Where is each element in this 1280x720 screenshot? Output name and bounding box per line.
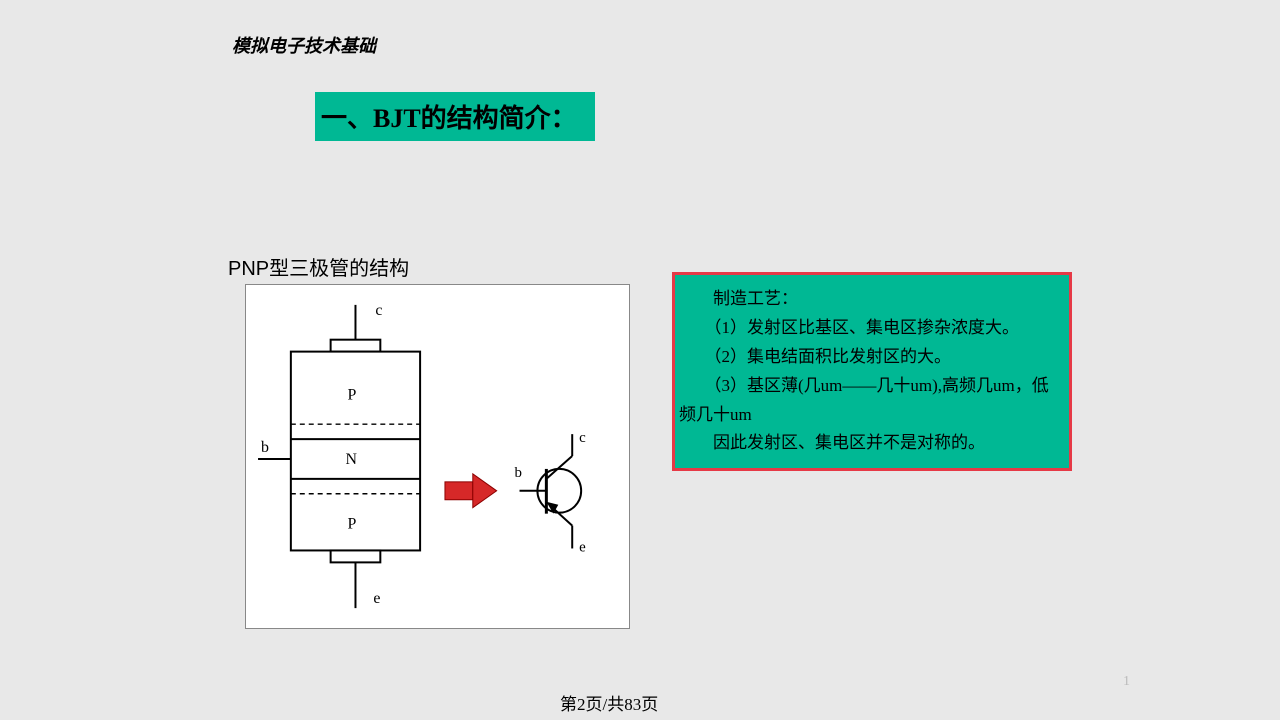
info-line-4: 因此发射区、集电区并不是对称的。 xyxy=(675,429,1061,458)
info-box: 制造工艺： （1）发射区比基区、集电区掺杂浓度大。 （2）集电结面积比发射区的大… xyxy=(672,272,1072,471)
subtitle: PNP型三极管的结构 xyxy=(228,252,409,281)
region-p-bot: P xyxy=(348,516,357,533)
info-heading: 制造工艺： xyxy=(675,285,1061,314)
info-line-1: （1）发射区比基区、集电区掺杂浓度大。 xyxy=(675,314,1061,343)
region-p-top: P xyxy=(348,386,357,403)
page-indicator: 第2页/共83页 xyxy=(560,690,658,715)
region-n: N xyxy=(346,451,358,468)
symbol-c: c xyxy=(579,430,586,446)
symbol-b: b xyxy=(515,465,522,481)
pnp-svg: c P N P e b b c xyxy=(246,285,629,628)
section-title: 一、BJT的结构简介： xyxy=(315,92,595,141)
terminal-e: e xyxy=(373,590,380,607)
terminal-c: c xyxy=(375,302,382,319)
symbol-e: e xyxy=(579,539,586,555)
course-header: 模拟电子技术基础 xyxy=(232,32,376,58)
slide-number: 1 xyxy=(1123,674,1130,690)
pnp-diagram: c P N P e b b c xyxy=(245,284,630,629)
terminal-b: b xyxy=(261,439,269,456)
info-line-2: （2）集电结面积比发射区的大。 xyxy=(675,343,1061,372)
info-line-3: （3）基区薄(几um——几十um),高频几um，低频几十um xyxy=(675,372,1061,430)
